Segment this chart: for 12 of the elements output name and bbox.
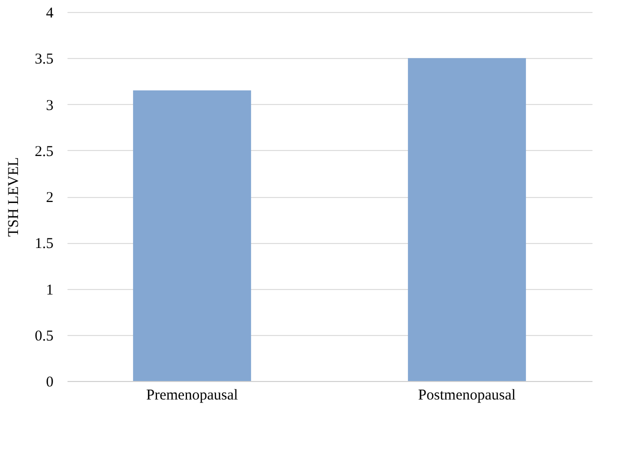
y-tick-label: 0 [46, 374, 54, 390]
x-tick-label: Premenopausal [146, 388, 238, 404]
y-tick-label: 3.5 [34, 52, 54, 68]
y-tick-label: 2 [46, 190, 54, 206]
y-tick-label: 2.5 [34, 144, 54, 160]
y-tick-label: 1.5 [34, 236, 54, 252]
y-axis-title: TSH LEVEL [6, 157, 22, 237]
y-tick-label: 3 [46, 98, 54, 114]
y-tick-label: 1 [46, 282, 54, 298]
y-tick-label: 0.5 [34, 328, 54, 344]
y-tick-label: 4 [46, 6, 54, 22]
x-tick-label: Postmenopausal [418, 388, 516, 404]
